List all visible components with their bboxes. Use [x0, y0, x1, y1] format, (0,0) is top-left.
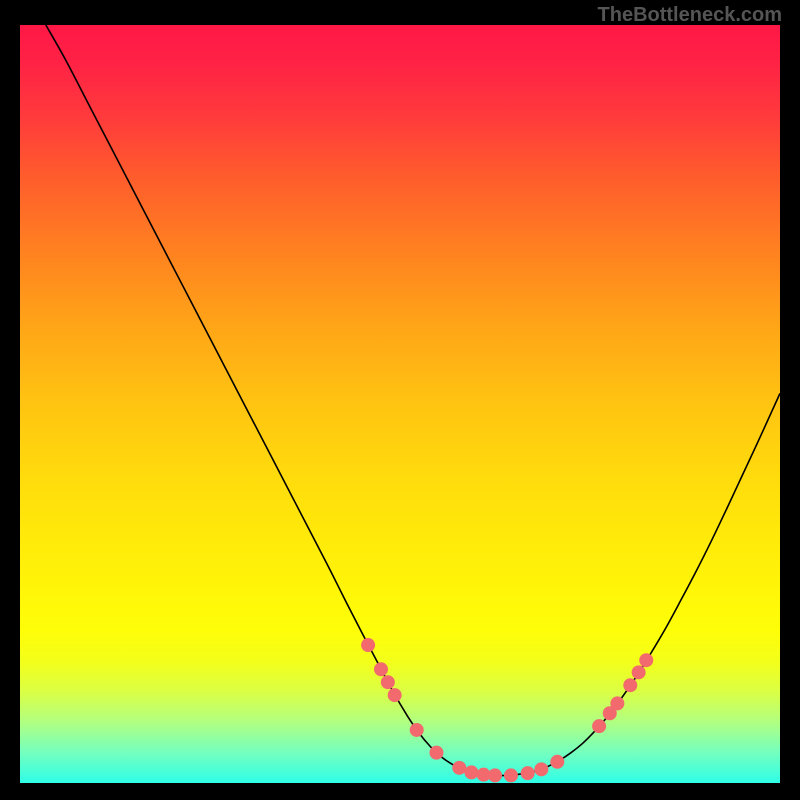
curve-marker	[410, 723, 424, 737]
curve-marker	[639, 653, 653, 667]
curve-marker	[429, 746, 443, 760]
curve-marker	[464, 765, 478, 779]
curve-marker	[623, 678, 637, 692]
curve-marker	[521, 766, 535, 780]
curve-marker	[381, 675, 395, 689]
curve-marker	[361, 638, 375, 652]
plot-area	[20, 25, 780, 783]
bottleneck-curve	[46, 25, 780, 776]
curve-marker	[534, 762, 548, 776]
watermark-text: TheBottleneck.com	[598, 4, 782, 27]
curve-marker	[632, 665, 646, 679]
curve-marker	[452, 761, 466, 775]
curve-marker	[388, 688, 402, 702]
curve-marker	[550, 755, 564, 769]
curve-marker	[610, 696, 624, 710]
curve-marker	[374, 662, 388, 676]
curve-markers	[361, 638, 653, 782]
curve-marker	[504, 768, 518, 782]
chart-svg	[20, 25, 780, 783]
curve-marker	[592, 719, 606, 733]
curve-marker	[488, 768, 502, 782]
